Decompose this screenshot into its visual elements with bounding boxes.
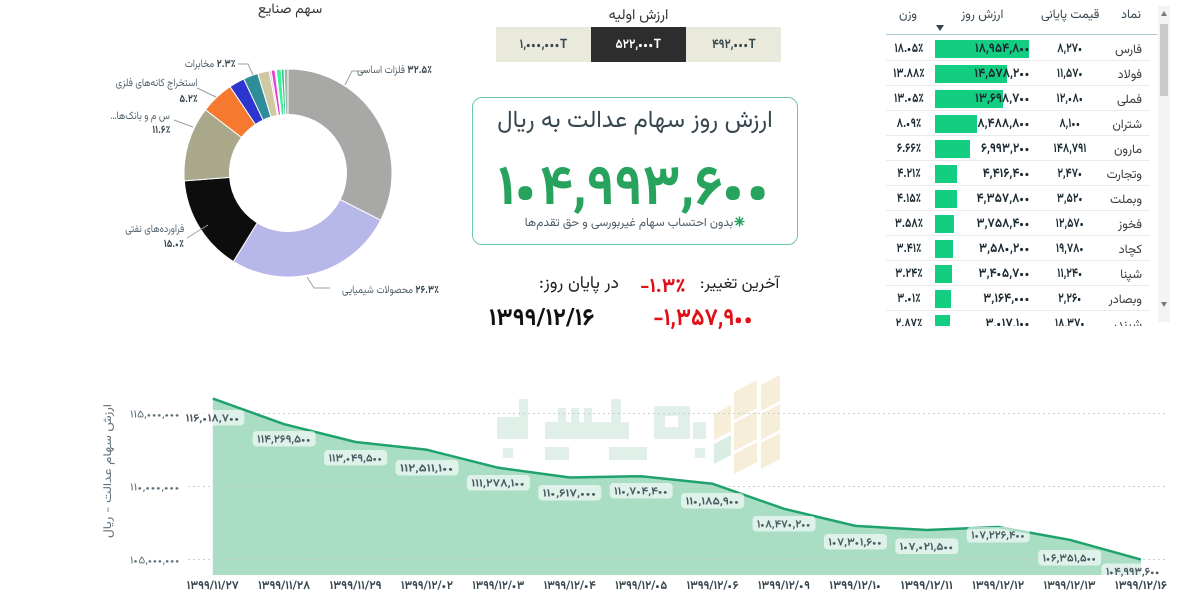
svg-text:۱۳۹۹/۱۲/۱۲: ۱۳۹۹/۱۲/۱۲ xyxy=(972,578,1024,596)
svg-text:۱۱۵,۰۰۰,۰۰۰: ۱۱۵,۰۰۰,۰۰۰ xyxy=(130,407,180,424)
svg-text:۱۱۳,۰۴۹,۵۰۰: ۱۱۳,۰۴۹,۵۰۰ xyxy=(329,451,383,468)
svg-text:۱۰۷,۳۰۱,۶۰۰: ۱۰۷,۳۰۱,۶۰۰ xyxy=(828,535,882,552)
svg-text:۱۱۰,۰۰۰,۰۰۰: ۱۱۰,۰۰۰,۰۰۰ xyxy=(130,480,180,497)
svg-text:۱۳۹۹/۱۲/۱۰: ۱۳۹۹/۱۲/۱۰ xyxy=(829,578,881,596)
svg-text:۱۰۶,۳۵۱,۵۰۰: ۱۰۶,۳۵۱,۵۰۰ xyxy=(1043,551,1097,568)
svg-text:۱۰۴,۹۹۳,۶۰۰: ۱۰۴,۹۹۳,۶۰۰ xyxy=(1106,564,1160,581)
svg-text:۱۱۶,۰۱۸,۷۰۰: ۱۱۶,۰۱۸,۷۰۰ xyxy=(186,411,240,428)
svg-text:۱۳۹۹/۱۲/۱۳: ۱۳۹۹/۱۲/۱۳ xyxy=(1044,578,1096,596)
svg-text:۱۱۰,۱۸۵,۹۰۰: ۱۱۰,۱۸۵,۹۰۰ xyxy=(686,494,740,511)
svg-text:۱۳۹۹/۱۲/۰۶: ۱۳۹۹/۱۲/۰۶ xyxy=(687,578,739,596)
svg-text:ارزش سهام عدالت - ریال: ارزش سهام عدالت - ریال xyxy=(100,404,118,538)
svg-text:۱۰۷,۲۲۶,۴۰۰: ۱۰۷,۲۲۶,۴۰۰ xyxy=(971,528,1025,545)
svg-text:۱۳۹۹/۱۱/۲۸: ۱۳۹۹/۱۱/۲۸ xyxy=(258,578,311,596)
svg-text:۱۳۹۹/۱۱/۲۹: ۱۳۹۹/۱۱/۲۹ xyxy=(330,578,382,596)
svg-text:۱۱۲,۵۱۱,۱۰۰: ۱۱۲,۵۱۱,۱۰۰ xyxy=(400,461,454,478)
svg-text:۱۱۱,۲۷۸,۱۰۰: ۱۱۱,۲۷۸,۱۰۰ xyxy=(471,476,525,493)
svg-text:۱۳۹۹/۱۲/۰۴: ۱۳۹۹/۱۲/۰۴ xyxy=(544,578,596,596)
svg-text:۱۰۸,۴۷۰,۲۰۰: ۱۰۸,۴۷۰,۲۰۰ xyxy=(757,517,811,534)
svg-text:۱۱۰,۷۰۴,۴۰۰: ۱۱۰,۷۰۴,۴۰۰ xyxy=(614,484,668,501)
svg-text:۱۳۹۹/۱۱/۲۷: ۱۳۹۹/۱۱/۲۷ xyxy=(187,578,240,596)
svg-text:۱۱۰,۶۱۷,۰۰۰: ۱۱۰,۶۱۷,۰۰۰ xyxy=(543,486,597,503)
svg-text:۱۳۹۹/۱۲/۱۱: ۱۳۹۹/۱۲/۱۱ xyxy=(901,578,953,596)
svg-text:۱۳۹۹/۱۲/۰۳: ۱۳۹۹/۱۲/۰۳ xyxy=(472,578,524,596)
svg-text:۱۰۵,۰۰۰,۰۰۰: ۱۰۵,۰۰۰,۰۰۰ xyxy=(130,553,180,570)
svg-text:۱۳۹۹/۱۲/۰۲: ۱۳۹۹/۱۲/۰۲ xyxy=(401,578,453,596)
svg-text:۱۳۹۹/۱۲/۰۵: ۱۳۹۹/۱۲/۰۵ xyxy=(615,578,667,596)
svg-text:۱۳۹۹/۱۲/۰۹: ۱۳۹۹/۱۲/۰۹ xyxy=(758,578,810,596)
svg-text:۱۰۷,۰۲۱,۵۰۰: ۱۰۷,۰۲۱,۵۰۰ xyxy=(900,539,954,556)
svg-text:۱۳۹۹/۱۲/۱۶: ۱۳۹۹/۱۲/۱۶ xyxy=(1115,578,1167,596)
svg-text:۱۱۴,۲۶۹,۵۰۰: ۱۱۴,۲۶۹,۵۰۰ xyxy=(257,432,311,449)
